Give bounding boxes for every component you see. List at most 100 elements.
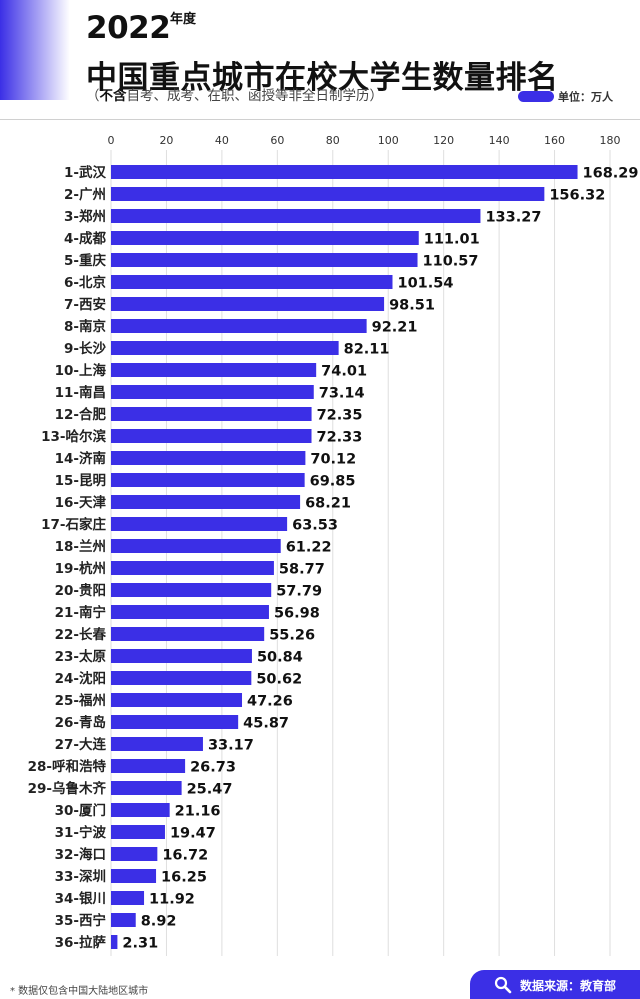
bar	[111, 671, 252, 685]
bar	[111, 319, 367, 333]
bar	[111, 737, 203, 751]
category-label: 2-广州	[64, 186, 106, 203]
category-label: 29-乌鲁木齐	[28, 780, 107, 797]
bar	[111, 209, 481, 223]
year-suffix: 年度	[170, 12, 197, 27]
footer-note: * 数据仅包含中国大陆地区城市	[10, 986, 149, 997]
category-label: 4-成都	[64, 230, 106, 247]
category-label: 1-武汉	[64, 164, 106, 181]
category-label: 35-西宁	[55, 912, 106, 929]
x-tick-label: 160	[544, 134, 565, 147]
value-label: 63.53	[292, 518, 338, 534]
subtitle-paren-close: ）	[369, 88, 384, 104]
bar	[111, 561, 274, 575]
page-title: 中国重点城市在校大学生数量排名	[86, 60, 559, 96]
bar	[111, 495, 301, 509]
category-label: 8-南京	[64, 318, 106, 335]
value-label: 26.73	[190, 760, 236, 776]
bar	[111, 341, 339, 355]
category-label: 16-天津	[55, 494, 107, 511]
value-label: 8.92	[141, 914, 177, 930]
value-label: 69.85	[310, 474, 356, 490]
category-label: 27-大连	[55, 736, 107, 753]
value-label: 73.14	[319, 386, 365, 402]
bar	[111, 407, 312, 421]
value-label: 25.47	[187, 782, 233, 798]
header-divider	[0, 119, 640, 120]
bar	[111, 627, 265, 641]
x-tick-label: 140	[489, 134, 510, 147]
bars-layer	[111, 165, 578, 949]
value-label: 68.21	[305, 496, 351, 512]
value-label: 72.33	[317, 430, 363, 446]
category-label: 18-兰州	[55, 538, 106, 555]
category-label: 25-福州	[55, 692, 106, 709]
bar	[111, 913, 136, 927]
bar	[111, 429, 312, 443]
bar	[111, 825, 165, 839]
unit-label: 单位：万人	[558, 90, 613, 104]
value-label: 82.11	[344, 342, 390, 358]
source-badge: 数据来源：教育部	[470, 970, 640, 999]
value-label: 101.54	[397, 276, 453, 292]
corner-decoration	[0, 0, 70, 100]
x-tick-label: 0	[108, 134, 115, 147]
value-label: 61.22	[286, 540, 332, 556]
x-tick-label: 180	[600, 134, 621, 147]
value-label: 92.21	[372, 320, 418, 336]
bar	[111, 935, 118, 949]
value-label: 50.84	[257, 650, 303, 666]
value-label: 33.17	[208, 738, 254, 754]
bar	[111, 891, 145, 905]
bar	[111, 297, 385, 311]
category-label: 12-合肥	[55, 406, 107, 423]
bar	[111, 385, 314, 399]
value-label: 45.87	[243, 716, 289, 732]
category-label: 5-重庆	[64, 252, 106, 269]
category-label: 22-长春	[55, 626, 107, 643]
category-label: 7-西安	[64, 296, 106, 313]
unit-legend: 单位：万人	[518, 86, 613, 105]
bar	[111, 165, 578, 179]
subtitle-rest: 自考、成考、在职、函授等非全日制学历	[126, 88, 370, 104]
x-tick-label: 60	[270, 134, 284, 147]
bar	[111, 187, 545, 201]
x-axis: 0 20 40 60 80 100 120 140 160 180	[108, 134, 621, 147]
category-label: 23-太原	[55, 648, 107, 665]
bar	[111, 869, 157, 883]
category-label: 31-宁波	[55, 824, 107, 841]
value-labels: 168.29 156.32 133.27 111.01 110.57 101.54 98.5…	[122, 166, 638, 952]
category-label: 28-呼和浩特	[28, 758, 107, 775]
value-label: 47.26	[247, 694, 293, 710]
bar	[111, 759, 186, 773]
category-label: 9-长沙	[64, 340, 106, 357]
year-label: 2022	[86, 10, 171, 46]
subtitle-bold: 不含	[99, 88, 127, 104]
value-label: 21.16	[175, 804, 221, 820]
value-label: 11.92	[149, 892, 195, 908]
value-label: 74.01	[321, 364, 367, 380]
value-label: 168.29	[583, 166, 639, 182]
bar	[111, 693, 243, 707]
unit-swatch	[518, 91, 554, 102]
bar	[111, 517, 288, 531]
value-label: 156.32	[549, 188, 605, 204]
value-label: 70.12	[310, 452, 356, 468]
value-label: 110.57	[423, 254, 479, 270]
category-label: 17-石家庄	[41, 516, 106, 533]
value-label: 2.31	[122, 936, 158, 952]
bar	[111, 275, 393, 289]
x-tick-label: 100	[378, 134, 399, 147]
bar	[111, 605, 269, 619]
bar	[111, 451, 306, 465]
category-label: 19-杭州	[55, 560, 106, 577]
bar	[111, 803, 170, 817]
bar	[111, 781, 182, 795]
category-label: 32-海口	[55, 846, 106, 863]
value-label: 57.79	[276, 584, 322, 600]
category-labels: 1-武汉 2-广州 3-郑州 4-成都 5-重庆 6-北京 7-西安 8-南京 9-长沙 10-上…	[28, 164, 107, 951]
category-label: 14-济南	[55, 450, 106, 467]
value-label: 98.51	[389, 298, 435, 314]
value-label: 133.27	[485, 210, 541, 226]
value-label: 111.01	[424, 232, 480, 248]
